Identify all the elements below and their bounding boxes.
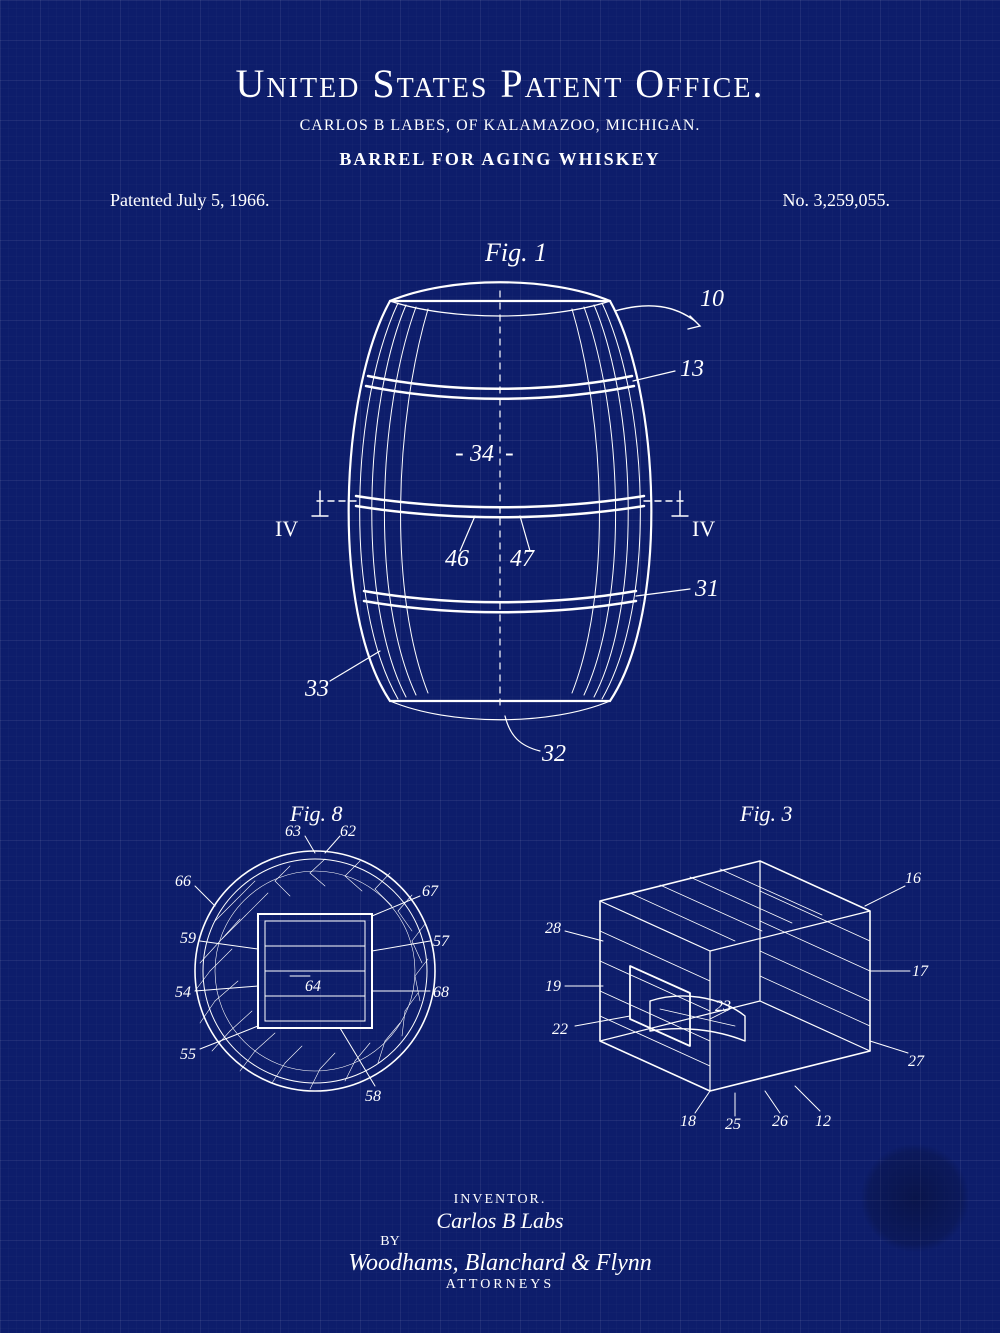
ref-17: 17	[912, 963, 929, 980]
patent-content: United States Patent Office. CARLOS B LA…	[0, 0, 1000, 1261]
svg-text:-: -	[505, 438, 514, 467]
ref-54: 54	[175, 984, 191, 1001]
ref-10: 10	[700, 286, 724, 312]
ref-64: 64	[305, 978, 321, 995]
ref-59: 59	[180, 930, 196, 947]
ref-32: 32	[541, 741, 566, 767]
ref-33: 33	[304, 676, 329, 702]
ref-55: 55	[180, 1046, 196, 1063]
figure-1: Fig. 1 10 13 31 32 33 - 34 - 46 47 IV IV	[220, 221, 780, 781]
ref-19: 19	[545, 978, 561, 995]
ref-58: 58	[365, 1088, 381, 1105]
patent-meta: Patented July 5, 1966. No. 3,259,055.	[80, 190, 920, 211]
ref-iv-left: IV	[275, 516, 298, 541]
figures-area: Fig. 1 10 13 31 32 33 - 34 - 46 47 IV IV	[80, 221, 920, 1261]
svg-text:-: -	[455, 438, 464, 467]
ref-57: 57	[433, 933, 450, 950]
fig1-label: Fig. 1	[484, 238, 547, 267]
ref-31: 31	[694, 576, 719, 602]
patent-date: Patented July 5, 1966.	[110, 190, 270, 211]
ref-34: 34	[469, 441, 494, 467]
inventor-location: CARLOS B LABES, OF KALAMAZOO, MICHIGAN.	[80, 117, 920, 135]
ref-iv-right: IV	[692, 516, 715, 541]
ref-68: 68	[433, 984, 449, 1001]
inventor-signature: Carlos B Labs	[0, 1208, 1000, 1234]
ref-25: 25	[725, 1116, 741, 1131]
patent-title: United States Patent Office.	[80, 60, 920, 107]
ref-67: 67	[422, 883, 439, 900]
ref-62: 62	[340, 823, 356, 840]
ref-16: 16	[905, 870, 921, 887]
ref-66: 66	[175, 873, 191, 890]
invention-name: BARREL FOR AGING WHISKEY	[80, 149, 920, 170]
ref-12: 12	[815, 1113, 831, 1130]
fig3-label: Fig. 3	[739, 801, 793, 826]
ref-28: 28	[545, 920, 561, 937]
figure-3: Fig. 3 16 17 27 12 26 25 18 28 19 22 23	[510, 791, 930, 1131]
ref-26: 26	[772, 1113, 788, 1130]
inventor-label: INVENTOR.	[0, 1192, 1000, 1208]
ref-22: 22	[552, 1021, 568, 1038]
ref-18: 18	[680, 1113, 696, 1130]
by-label: BY	[0, 1234, 780, 1250]
ref-27: 27	[908, 1053, 925, 1070]
ref-23: 23	[715, 998, 731, 1015]
ref-46: 46	[445, 546, 469, 572]
attorneys-signature: Woodhams, Blanchard & Flynn	[0, 1250, 1000, 1277]
signature-block: INVENTOR. Carlos B Labs BY Woodhams, Bla…	[0, 1192, 1000, 1293]
attorneys-label: ATTORNEYS	[0, 1277, 1000, 1293]
figure-8: Fig. 8 63 62 67 57 68 59 54 55 66 58 64	[140, 791, 500, 1131]
ref-63: 63	[285, 823, 301, 840]
patent-number: No. 3,259,055.	[783, 190, 891, 211]
ref-13: 13	[680, 356, 704, 382]
ref-47: 47	[510, 546, 535, 572]
